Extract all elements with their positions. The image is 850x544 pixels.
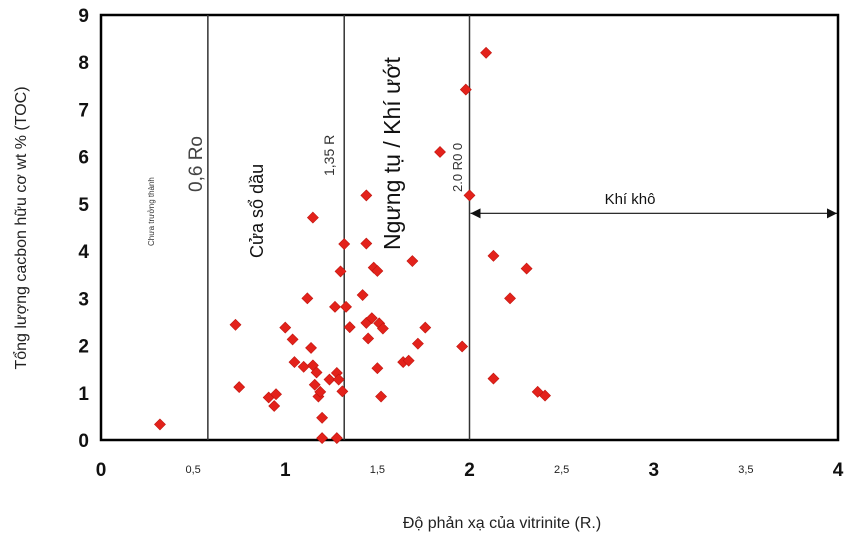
dry-gas-range-arrow <box>470 208 837 219</box>
data-point <box>504 292 516 305</box>
data-point <box>316 411 329 424</box>
y-tick-label: 8 <box>78 53 89 74</box>
data-point <box>371 265 384 277</box>
data-point <box>340 300 352 313</box>
y-axis-ticks: 0 1 2 3 4 5 6 7 8 9 <box>78 6 89 452</box>
zone-label-dry-gas: Khí khô <box>605 191 656 208</box>
data-point <box>360 189 373 202</box>
data-point <box>343 321 356 334</box>
data-point <box>376 322 389 335</box>
data-point <box>323 373 336 386</box>
data-point <box>402 354 415 367</box>
data-point <box>268 400 281 412</box>
data-point <box>356 289 369 301</box>
data-point <box>434 146 446 158</box>
data-point <box>334 265 347 278</box>
y-tick-label: 5 <box>78 195 89 216</box>
data-point <box>301 292 314 305</box>
x-tick-label: 1,5 <box>370 464 385 476</box>
data-point <box>310 366 323 379</box>
data-point <box>316 432 329 445</box>
data-point <box>406 255 419 267</box>
data-point <box>332 373 345 386</box>
data-point <box>233 381 246 394</box>
y-tick-label: 0 <box>78 431 89 452</box>
x-tick-label: 3,5 <box>738 464 753 476</box>
data-point <box>288 356 301 369</box>
data-point <box>520 262 533 275</box>
data-point <box>308 378 321 391</box>
y-tick-label: 6 <box>78 148 89 169</box>
y-tick-label: 1 <box>78 384 89 405</box>
data-point <box>286 333 299 346</box>
x-axis-ticks: 0 0,5 1 1,5 2 2,5 3 3,5 4 <box>96 460 844 481</box>
boundary-lines <box>207 15 471 440</box>
boundary-label-2.0: 2.0 R0 0 <box>450 143 465 192</box>
data-point <box>270 388 282 401</box>
data-point <box>463 189 476 202</box>
y-tick-label: 9 <box>78 6 89 27</box>
data-point <box>362 332 375 345</box>
data-point <box>456 340 469 353</box>
zone-label-immature: Chưa trưởng thành <box>147 177 156 246</box>
data-point <box>306 211 319 224</box>
data-point <box>419 321 432 334</box>
data-point <box>411 337 424 350</box>
x-tick-label: 0 <box>96 460 107 481</box>
data-point <box>314 385 327 398</box>
data-point <box>487 372 500 385</box>
data-point <box>330 432 343 445</box>
x-tick-label: 2 <box>464 460 475 481</box>
x-tick-label: 1 <box>280 460 291 481</box>
boundary-label-1.35: 1,35 R <box>321 135 337 176</box>
data-point <box>539 389 551 402</box>
data-point <box>305 341 317 354</box>
data-point <box>154 418 166 431</box>
data-point <box>487 249 500 262</box>
data-point <box>338 238 351 250</box>
data-point <box>365 312 378 325</box>
data-point <box>229 318 242 331</box>
data-point <box>360 237 373 250</box>
x-tick-label: 3 <box>648 460 659 481</box>
data-point <box>336 385 349 398</box>
boundary-label-0.6: 0,6 Ro <box>186 136 207 192</box>
y-tick-label: 7 <box>78 100 89 121</box>
zone-label-condensate-wet-gas: Ngưng tụ / Khí ướt <box>379 56 405 250</box>
data-point <box>329 300 341 313</box>
data-points <box>154 46 551 445</box>
y-tick-label: 3 <box>78 289 89 310</box>
data-point <box>297 360 310 373</box>
data-point <box>279 321 292 334</box>
x-tick-label: 0,5 <box>185 464 200 476</box>
zone-label-oil-window: Cửa sổ dầu <box>247 164 267 258</box>
y-tick-label: 4 <box>78 242 89 263</box>
x-axis-title: Độ phản xạ của vitrinite (R.) <box>403 515 601 532</box>
data-point <box>371 362 384 375</box>
y-tick-label: 2 <box>78 337 89 358</box>
data-point <box>459 83 472 96</box>
y-axis-title: Tổng lượng cacbon hữu cơ wt % (TOC) <box>12 86 30 369</box>
data-point <box>480 46 493 59</box>
x-tick-label: 2,5 <box>554 464 569 476</box>
data-point <box>375 390 387 403</box>
x-tick-label: 4 <box>833 460 844 481</box>
